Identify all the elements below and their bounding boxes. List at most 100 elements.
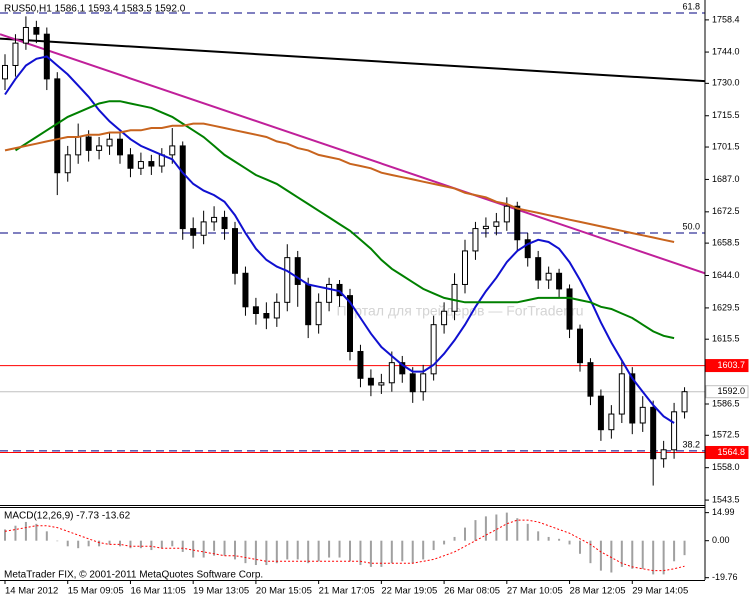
- candle-body: [367, 377, 374, 386]
- y-tick-label: -19.76: [712, 572, 738, 582]
- y-tick-label: 14.99: [712, 507, 735, 517]
- candle-body: [608, 413, 615, 431]
- candle-body: [566, 288, 573, 330]
- candle-body: [587, 362, 594, 397]
- macd-bar: [631, 540, 634, 569]
- macd-bar: [98, 540, 101, 547]
- macd-bar: [401, 540, 404, 562]
- candle-body: [200, 221, 207, 236]
- macd-bar: [87, 540, 90, 547]
- candle-body: [305, 283, 312, 326]
- macd-title: MACD(12,26,9) -7.73 -13.62: [4, 511, 131, 522]
- x-tick-label: 28 Mar 12:05: [570, 586, 626, 597]
- macd-bar: [432, 540, 435, 551]
- macd-bar: [579, 540, 581, 554]
- candle-body: [472, 228, 479, 252]
- candle-body: [2, 64, 8, 80]
- y-tick-label: 1701.5: [712, 141, 740, 151]
- candle-body: [221, 216, 228, 230]
- macd-bar: [119, 540, 121, 547]
- candle-body: [22, 26, 29, 44]
- price-tag-label: 1592.0: [717, 386, 745, 396]
- price-tag: [705, 359, 749, 373]
- macd-bar: [66, 540, 69, 547]
- y-tick-label: 1543.5: [712, 494, 740, 504]
- macd-bar: [537, 531, 540, 541]
- candle-body: [326, 283, 333, 303]
- y-tick-label: 1586.5: [712, 398, 740, 408]
- macd-bar: [338, 540, 341, 558]
- macd-bar: [317, 540, 320, 562]
- macd-bar: [484, 516, 487, 541]
- candle-body: [106, 138, 113, 147]
- candle-body: [597, 395, 604, 431]
- candle-body: [535, 257, 542, 281]
- candle-body: [577, 328, 583, 364]
- y-tick-label: 1644.0: [712, 270, 740, 280]
- candle-body: [148, 161, 155, 167]
- x-tick-label: 15 Mar 09:05: [68, 586, 124, 597]
- moving-average: [14, 100, 675, 340]
- x-tick-label: 22 Mar 19:05: [381, 586, 437, 597]
- chart-header: RUS50,H1 1586.1 1593.4 1583.5 1592.0: [4, 4, 186, 15]
- candle-body: [420, 373, 427, 393]
- macd-bar: [139, 540, 142, 549]
- candle-body: [399, 362, 406, 375]
- y-tick-label: 1572.5: [712, 430, 740, 440]
- y-tick-label: 1758.4: [712, 14, 740, 24]
- y-tick-label: 1672.5: [712, 206, 740, 216]
- candle-body: [137, 161, 144, 169]
- candle-body: [64, 154, 71, 174]
- candle-body: [503, 205, 510, 223]
- candle-body: [430, 324, 437, 375]
- candle-body: [660, 449, 667, 460]
- macd-signal: [4, 519, 685, 572]
- fib-label: 38.2: [682, 439, 700, 449]
- macd-bar: [610, 540, 613, 573]
- candle-body: [117, 138, 123, 156]
- candle-body: [388, 362, 395, 384]
- y-tick-label: 1687.0: [712, 174, 740, 184]
- macd-bar: [45, 531, 48, 541]
- candle-body: [85, 136, 92, 151]
- macd-bar: [77, 540, 80, 549]
- candle-body: [127, 154, 134, 169]
- macd-bar: [14, 525, 17, 541]
- macd-bar: [359, 540, 362, 566]
- candle-body: [618, 373, 625, 415]
- macd-bar: [328, 540, 331, 558]
- candle-body: [462, 250, 468, 285]
- watermark: Портал для трейдеров — ForTrader.ru: [336, 303, 583, 319]
- macd-bar: [380, 540, 383, 567]
- candle-body: [211, 216, 218, 223]
- macd-bar: [495, 514, 498, 541]
- macd-bar: [171, 540, 174, 547]
- macd-bar: [683, 540, 686, 556]
- x-tick-label: 20 Mar 15:05: [256, 586, 312, 597]
- candle-body: [315, 301, 322, 326]
- candle-body: [451, 283, 458, 312]
- macd-bar: [181, 540, 184, 552]
- macd-bar: [24, 521, 27, 541]
- candle-body: [357, 350, 364, 379]
- candle-body: [347, 295, 353, 352]
- candle-body: [629, 373, 636, 424]
- candle-body: [493, 221, 500, 227]
- y-tick-label: 0.00: [712, 535, 730, 545]
- candle-body: [524, 239, 531, 259]
- y-tick-label: 1629.5: [712, 302, 740, 312]
- y-tick-label: 1730.0: [712, 78, 740, 88]
- y-tick-label: 1744.0: [712, 46, 740, 56]
- macd-bar: [254, 540, 257, 566]
- macd-bar: [265, 540, 268, 566]
- macd-bar: [296, 540, 299, 560]
- macd-bar: [662, 540, 665, 575]
- trend-line: [0, 37, 705, 83]
- macd-bar: [453, 536, 456, 541]
- macd-bar: [202, 540, 205, 558]
- price-tag-label: 1603.7: [717, 360, 745, 370]
- candle-body: [409, 373, 416, 393]
- macd-bar: [390, 540, 393, 564]
